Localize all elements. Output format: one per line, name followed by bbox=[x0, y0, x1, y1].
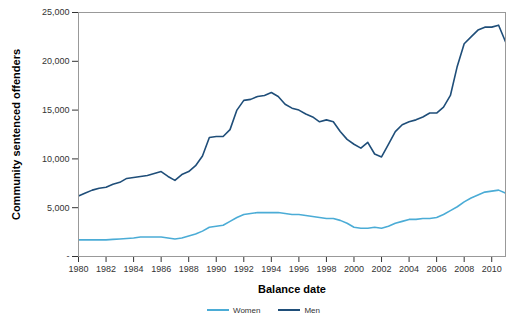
svg-text:1988: 1988 bbox=[179, 264, 199, 274]
svg-text:Community sentenced offenders: Community sentenced offenders bbox=[10, 49, 22, 220]
svg-text:1984: 1984 bbox=[124, 264, 144, 274]
html-text:Men: Men bbox=[304, 305, 320, 315]
svg-text:5,000: 5,000 bbox=[47, 203, 70, 213]
svg-text:20,000: 20,000 bbox=[42, 56, 70, 66]
svg-text:Balance date: Balance date bbox=[258, 283, 326, 295]
html-text:Women: Women bbox=[233, 305, 261, 315]
svg-text:-: - bbox=[67, 251, 70, 261]
svg-text:1998: 1998 bbox=[316, 264, 336, 274]
svg-text:10,000: 10,000 bbox=[42, 154, 70, 164]
svg-text:2010: 2010 bbox=[482, 264, 502, 274]
svg-text:1994: 1994 bbox=[261, 264, 281, 274]
svg-text:1986: 1986 bbox=[151, 264, 171, 274]
svg-text:2002: 2002 bbox=[372, 264, 392, 274]
svg-text:1990: 1990 bbox=[206, 264, 226, 274]
svg-text:2004: 2004 bbox=[399, 264, 419, 274]
svg-text:1980: 1980 bbox=[68, 264, 88, 274]
svg-text:1992: 1992 bbox=[234, 264, 254, 274]
svg-text:15,000: 15,000 bbox=[42, 105, 70, 115]
svg-text:25,000: 25,000 bbox=[42, 7, 70, 17]
svg-text:2000: 2000 bbox=[344, 264, 364, 274]
svg-text:2008: 2008 bbox=[454, 264, 474, 274]
svg-text:2006: 2006 bbox=[427, 264, 447, 274]
svg-text:1996: 1996 bbox=[289, 264, 309, 274]
svg-text:1982: 1982 bbox=[96, 264, 116, 274]
